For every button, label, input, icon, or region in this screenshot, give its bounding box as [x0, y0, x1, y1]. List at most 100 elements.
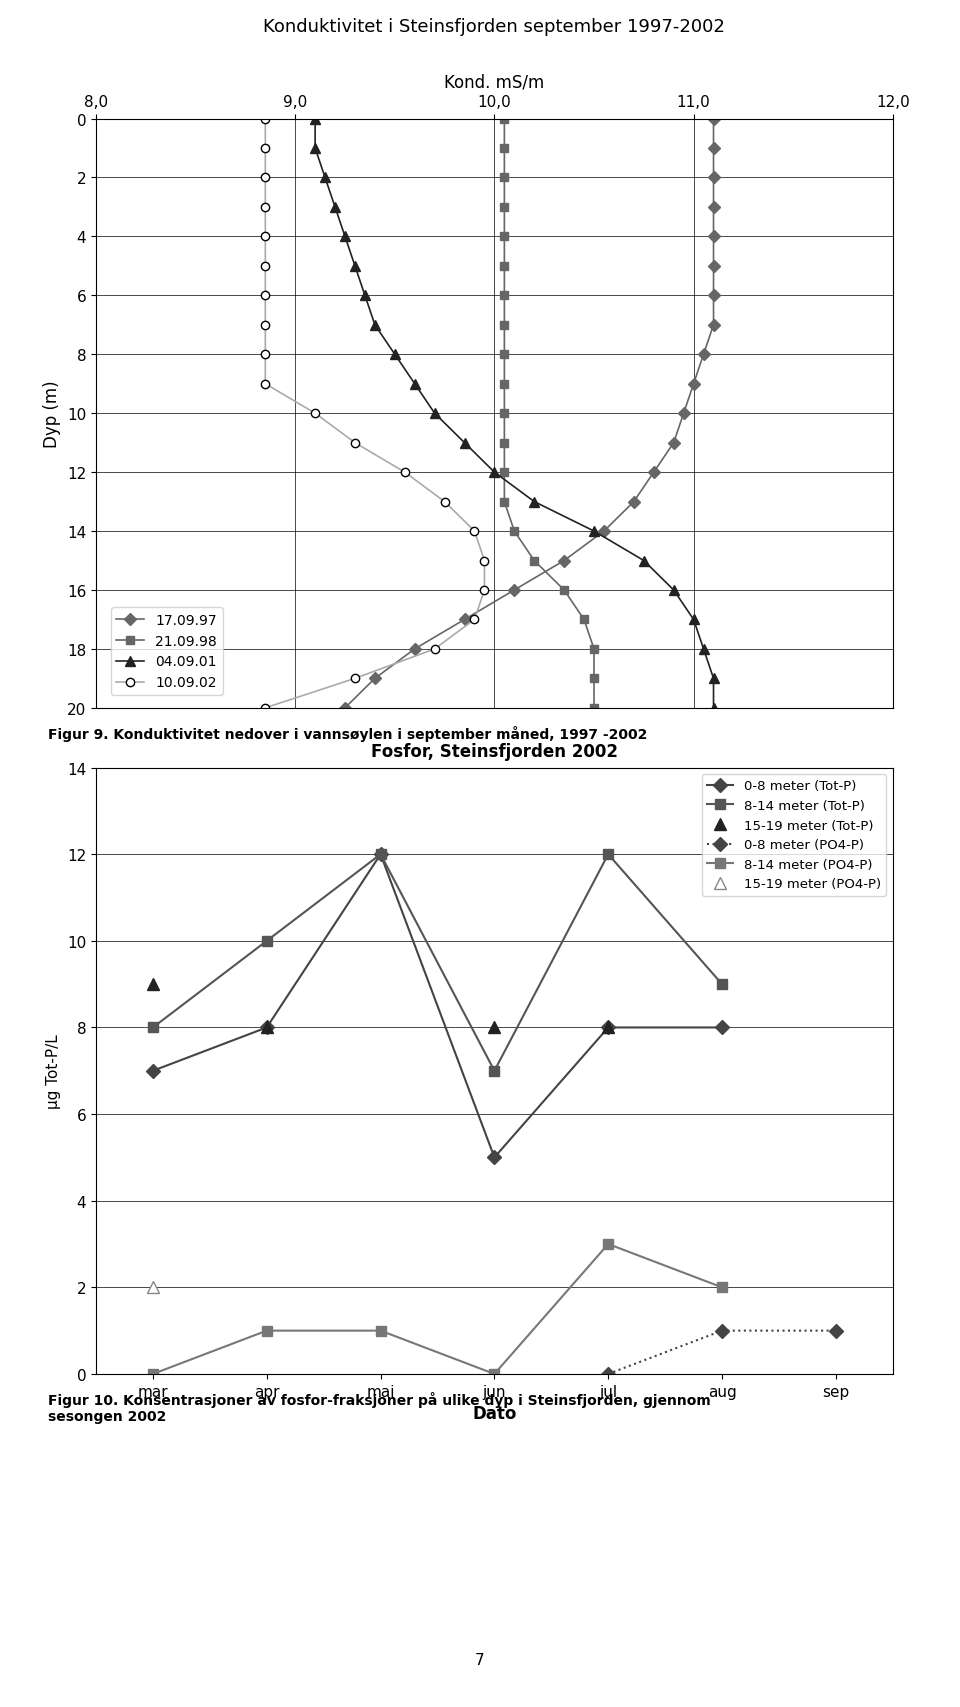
10.09.02 — [259, 287, 271, 307]
8-14 meter (Tot-P) — [716, 975, 728, 995]
15-19 meter (Tot-P) — [489, 1017, 500, 1038]
Line: 15-19 meter (Tot-P): 15-19 meter (Tot-P) — [147, 978, 614, 1034]
04.09.01 — [339, 227, 350, 248]
10.09.02 — [468, 609, 480, 630]
21.09.98 — [498, 138, 510, 159]
10.09.02 — [259, 345, 271, 365]
8-14 meter (PO4-P) — [603, 1234, 614, 1255]
Title: Konduktivitet i Steinsfjorden september 1997-2002: Konduktivitet i Steinsfjorden september … — [263, 19, 726, 36]
17.09.97 — [708, 316, 719, 336]
04.09.01 — [489, 463, 500, 483]
Title: Fosfor, Steinsfjorden 2002: Fosfor, Steinsfjorden 2002 — [371, 743, 618, 761]
04.09.01 — [389, 345, 400, 365]
04.09.01 — [459, 434, 470, 454]
21.09.98 — [498, 316, 510, 336]
17.09.97 — [409, 640, 420, 661]
04.09.01 — [708, 698, 719, 719]
Text: Figur 10. Konsentrasjoner av fosfor-fraksjoner på ulike dyp i Steinsfjorden, gje: Figur 10. Konsentrasjoner av fosfor-frak… — [48, 1391, 710, 1424]
X-axis label: Kond. mS/m: Kond. mS/m — [444, 73, 544, 92]
21.09.98 — [498, 256, 510, 277]
21.09.98 — [498, 434, 510, 454]
17.09.97 — [370, 669, 381, 690]
10.09.02 — [259, 374, 271, 394]
8-14 meter (PO4-P) — [147, 1364, 158, 1384]
10.09.02 — [259, 316, 271, 336]
17.09.97 — [559, 551, 570, 572]
17.09.97 — [628, 492, 639, 512]
8-14 meter (Tot-P) — [489, 1060, 500, 1082]
Line: 0-8 meter (PO4-P): 0-8 meter (PO4-P) — [604, 1326, 841, 1379]
15-19 meter (Tot-P) — [147, 975, 158, 995]
17.09.97 — [459, 609, 470, 630]
21.09.98 — [498, 227, 510, 248]
10.09.02 — [479, 551, 491, 572]
10.09.02 — [399, 463, 411, 483]
04.09.01 — [638, 551, 650, 572]
21.09.98 — [498, 463, 510, 483]
10.09.02 — [259, 227, 271, 248]
21.09.98 — [588, 669, 600, 690]
21.09.98 — [588, 698, 600, 719]
17.09.97 — [708, 256, 719, 277]
17.09.97 — [648, 463, 660, 483]
10.09.02 — [349, 434, 361, 454]
15-19 meter (Tot-P) — [603, 1017, 614, 1038]
Text: 7: 7 — [475, 1652, 485, 1668]
10.09.02 — [259, 698, 271, 719]
0-8 meter (PO4-P) — [603, 1364, 614, 1384]
10.09.02 — [259, 169, 271, 189]
Line: 21.09.98: 21.09.98 — [500, 116, 598, 712]
Line: 8-14 meter (PO4-P): 8-14 meter (PO4-P) — [148, 1239, 727, 1379]
21.09.98 — [498, 198, 510, 218]
Legend: 0-8 meter (Tot-P), 8-14 meter (Tot-P), 15-19 meter (Tot-P), 0-8 meter (PO4-P), 8: 0-8 meter (Tot-P), 8-14 meter (Tot-P), 1… — [702, 775, 886, 896]
10.09.02 — [349, 669, 361, 690]
21.09.98 — [498, 374, 510, 394]
15-19 meter (Tot-P) — [261, 1017, 273, 1038]
17.09.97 — [509, 580, 520, 601]
Line: 0-8 meter (Tot-P): 0-8 meter (Tot-P) — [148, 850, 727, 1162]
21.09.98 — [498, 405, 510, 425]
8-14 meter (Tot-P) — [261, 930, 273, 951]
17.09.97 — [708, 198, 719, 218]
0-8 meter (PO4-P) — [716, 1321, 728, 1342]
10.09.02 — [468, 522, 480, 543]
04.09.01 — [320, 169, 331, 189]
04.09.01 — [309, 109, 321, 130]
21.09.98 — [528, 551, 540, 572]
Y-axis label: Dyp (m): Dyp (m) — [43, 381, 61, 447]
0-8 meter (Tot-P) — [603, 1017, 614, 1038]
8-14 meter (PO4-P) — [489, 1364, 500, 1384]
8-14 meter (Tot-P) — [603, 845, 614, 865]
0-8 meter (Tot-P) — [489, 1147, 500, 1168]
0-8 meter (Tot-P) — [147, 1060, 158, 1082]
Line: 17.09.97: 17.09.97 — [341, 116, 718, 712]
04.09.01 — [349, 256, 361, 277]
04.09.01 — [528, 492, 540, 512]
21.09.98 — [498, 492, 510, 512]
04.09.01 — [588, 522, 600, 543]
21.09.98 — [588, 640, 600, 661]
10.09.02 — [259, 256, 271, 277]
8-14 meter (PO4-P) — [716, 1277, 728, 1297]
10.09.02 — [429, 640, 441, 661]
21.09.98 — [498, 287, 510, 307]
10.09.02 — [309, 405, 321, 425]
21.09.98 — [509, 522, 520, 543]
04.09.01 — [309, 138, 321, 159]
Line: 8-14 meter (Tot-P): 8-14 meter (Tot-P) — [148, 850, 727, 1075]
0-8 meter (PO4-P) — [830, 1321, 842, 1342]
10.09.02 — [479, 580, 491, 601]
17.09.97 — [598, 522, 610, 543]
Line: 10.09.02: 10.09.02 — [261, 116, 489, 712]
17.09.97 — [708, 138, 719, 159]
04.09.01 — [370, 316, 381, 336]
04.09.01 — [668, 580, 680, 601]
17.09.97 — [668, 434, 680, 454]
Y-axis label: µg Tot-P/L: µg Tot-P/L — [46, 1034, 61, 1108]
10.09.02 — [259, 198, 271, 218]
10.09.02 — [259, 109, 271, 130]
04.09.01 — [359, 287, 371, 307]
21.09.98 — [498, 345, 510, 365]
17.09.97 — [698, 345, 709, 365]
10.09.02 — [259, 138, 271, 159]
